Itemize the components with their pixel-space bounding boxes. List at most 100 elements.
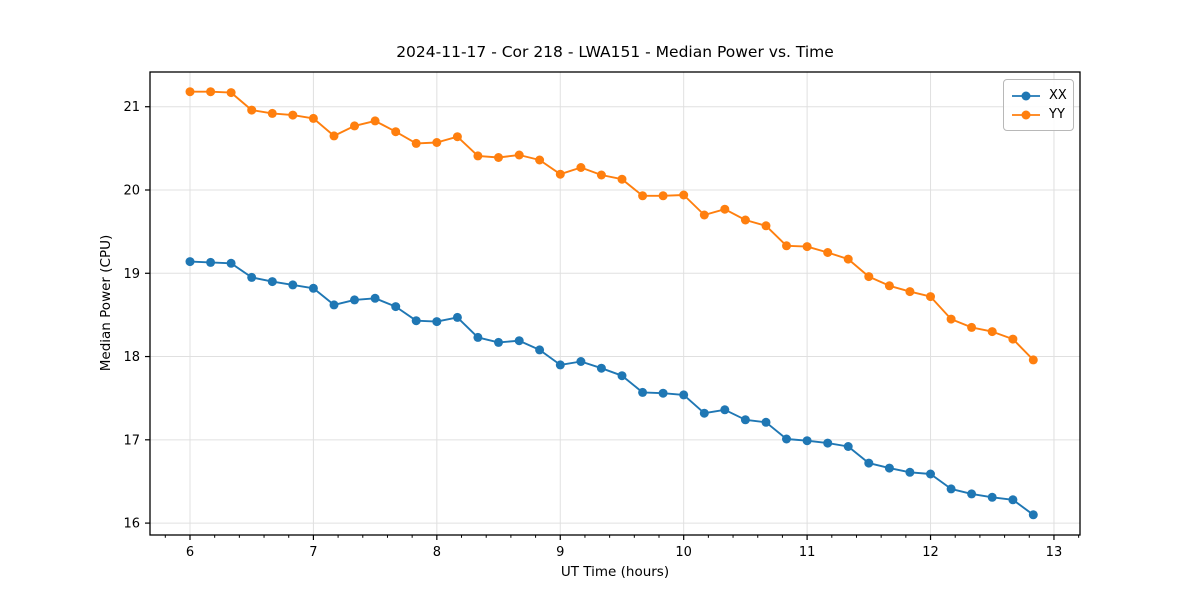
series-yy-point — [555, 169, 565, 179]
series-xx-point — [905, 467, 915, 477]
series-yy-point — [206, 87, 216, 97]
x-tick-label: 7 — [309, 545, 317, 560]
series-yy-point — [473, 151, 483, 161]
series-xx-point — [206, 257, 216, 267]
series-yy-point — [987, 327, 997, 337]
series-yy-point — [1008, 334, 1018, 344]
series-yy-point — [843, 254, 853, 264]
x-tick-label: 12 — [922, 545, 939, 560]
series-xx-point — [432, 317, 442, 327]
series-yy-point — [329, 131, 339, 141]
series-xx-point — [535, 345, 545, 355]
x-tick-label: 10 — [675, 545, 692, 560]
series-xx-point — [452, 312, 462, 322]
legend-label: XX — [1049, 88, 1067, 103]
axes-frame — [149, 71, 1081, 536]
legend-item-xx: XX — [1011, 87, 1067, 104]
series-xx-point — [761, 417, 771, 427]
series-yy-point — [658, 191, 668, 201]
series-xx-point — [576, 357, 586, 366]
legend: XX YY — [1003, 79, 1074, 131]
series-yy-point — [740, 215, 750, 225]
series-yy-point — [884, 281, 894, 291]
series-xx-point — [843, 442, 853, 451]
series-yy-line — [189, 90, 1035, 361]
series-yy-point — [576, 163, 586, 172]
series-xx-point — [864, 458, 874, 468]
series-yy-point — [226, 88, 236, 98]
series-xx-point — [555, 360, 565, 370]
series-yy-point — [967, 322, 977, 332]
series-xx-point — [967, 489, 977, 499]
y-tick-label: 16 — [123, 517, 140, 532]
series-yy-point — [247, 105, 257, 115]
series-yy-point — [699, 210, 709, 220]
y-tick-label: 19 — [123, 267, 140, 282]
legend-label: YY — [1049, 107, 1065, 122]
series-yy-point — [638, 191, 648, 201]
series-yy-point — [514, 150, 524, 160]
series-yy-point — [720, 204, 730, 214]
series-xx-point — [288, 280, 298, 290]
series-xx-point — [679, 390, 689, 400]
series-yy-point — [267, 108, 277, 118]
series-yy-point — [946, 314, 956, 324]
series-yy-point — [761, 221, 771, 231]
x-tick-label: 6 — [186, 545, 194, 560]
series-xx-point — [658, 388, 668, 398]
series-xx-point — [720, 405, 730, 415]
series-xx-point — [514, 336, 524, 346]
y-tick-label: 18 — [123, 350, 140, 365]
series-xx-point — [617, 371, 627, 381]
series-xx-point — [494, 337, 503, 347]
series-yy-point — [926, 292, 935, 302]
series-xx-point — [740, 415, 750, 425]
series-xx-point — [370, 293, 380, 303]
x-axis-label: UT Time (hours) — [560, 564, 670, 580]
series-yy-point — [596, 170, 606, 180]
series-xx-point — [267, 277, 277, 287]
series-xx-point — [350, 295, 359, 305]
series-yy-point — [864, 272, 874, 282]
x-tick-label: 8 — [433, 545, 441, 560]
series-xx-point — [946, 484, 956, 494]
x-tick-label: 11 — [799, 545, 816, 560]
series-xx-point — [391, 302, 401, 312]
series-yy-point — [432, 138, 442, 147]
y-tick-label: 20 — [123, 183, 140, 198]
series-xx-point — [926, 469, 935, 479]
x-tick-label: 9 — [556, 545, 564, 560]
series-xx-point — [1008, 495, 1018, 505]
series-xx-point — [802, 436, 812, 446]
series-yy-point — [823, 248, 833, 257]
series-xx-point — [329, 300, 339, 310]
legend-item-yy: YY — [1011, 106, 1065, 123]
series-xx-point — [987, 492, 997, 502]
series-yy-point — [535, 155, 545, 165]
legend-line-marker-icon — [1012, 110, 1040, 119]
series-yy-point — [905, 287, 915, 297]
series-yy-point — [802, 242, 812, 252]
series-xx-point — [596, 363, 606, 373]
series-xx-point — [1028, 510, 1038, 520]
series-yy-point — [308, 113, 318, 123]
series-yy-point — [288, 110, 298, 120]
series-yy-point — [185, 87, 195, 97]
series-xx-point — [699, 408, 709, 418]
series-yy-point — [679, 190, 689, 200]
series-xx-point — [247, 272, 257, 282]
series-xx-point — [884, 463, 894, 473]
y-tick-label: 21 — [123, 100, 140, 115]
series-xx-point — [226, 258, 236, 268]
series-xx-point — [473, 332, 483, 342]
series-yy-point — [452, 132, 462, 142]
series-xx-point — [185, 257, 195, 267]
series-yy-point — [494, 153, 503, 162]
series-yy-point — [350, 121, 359, 131]
series-xx-point — [411, 316, 421, 326]
series-yy-point — [617, 174, 627, 184]
legend-line-marker-icon — [1012, 91, 1040, 100]
series-yy-point — [1028, 355, 1038, 365]
